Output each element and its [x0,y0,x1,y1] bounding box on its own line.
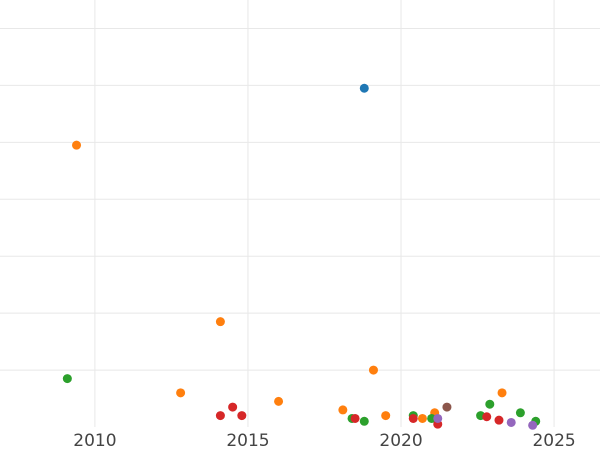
data-point-series-1 [215,317,225,327]
data-point-series-4 [433,413,443,423]
data-point-series-5 [442,402,452,412]
data-point-series-3 [228,402,238,412]
data-point-series-2 [62,374,72,384]
grid-layer [0,0,600,427]
data-point-series-1 [381,411,391,421]
x-tick-label: 2015 [226,431,269,450]
data-point-series-3 [237,411,247,421]
data-point-series-2 [359,416,369,426]
data-point-series-0 [359,83,369,93]
data-point-series-4 [528,420,538,430]
data-point-series-2 [515,408,525,418]
data-point-series-3 [494,415,504,425]
data-point-series-3 [482,412,492,422]
x-tick-label: 2025 [532,431,575,450]
x-tick-label: 2010 [73,431,116,450]
data-point-series-1 [368,365,378,375]
data-point-series-3 [408,413,418,423]
x-tick-label: 2020 [379,431,422,450]
data-point-series-3 [215,411,225,421]
data-point-series-3 [350,413,360,423]
data-point-series-1 [497,388,507,398]
data-point-series-4 [506,417,516,427]
data-point-series-1 [417,413,427,423]
points-layer [62,83,541,430]
data-point-series-1 [338,405,348,415]
data-point-series-1 [274,396,284,406]
data-point-series-1 [72,140,82,150]
x-tick-labels: 2010 2015 2020 2025 [73,431,575,450]
data-point-series-2 [485,399,495,409]
data-point-series-1 [176,388,186,398]
